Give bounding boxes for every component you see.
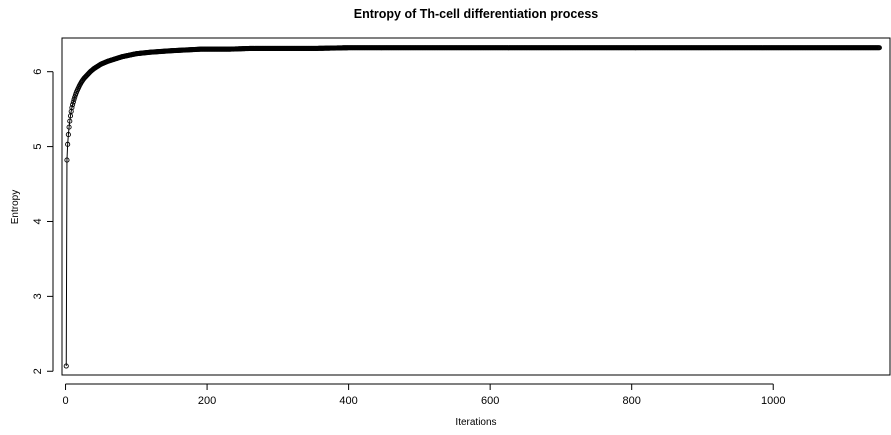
data-point [71, 96, 77, 102]
y-tick-label: 3 [32, 293, 44, 299]
x-tick-label: 1000 [761, 395, 785, 407]
plot-area-frame [61, 37, 891, 376]
data-point [69, 105, 75, 111]
x-axis-title: Iterations [455, 417, 496, 428]
data-point [66, 124, 72, 130]
y-tick-label: 6 [32, 69, 44, 75]
data-point [65, 132, 71, 138]
x-tick-label: 800 [623, 395, 641, 407]
data-point [64, 157, 70, 163]
data-point [70, 99, 76, 105]
y-tick-label: 4 [32, 218, 44, 224]
x-tick-label: 0 [62, 395, 68, 407]
x-tick-label: 400 [339, 395, 357, 407]
x-tick-label: 200 [198, 395, 216, 407]
chart-title: Entropy of Th-cell differentiation proce… [354, 7, 599, 21]
y-axis: 2 3 4 5 6 [32, 69, 54, 374]
data-point [876, 45, 882, 51]
y-tick-label: 2 [32, 368, 44, 374]
data-point [63, 363, 69, 369]
y-tick-label: 5 [32, 144, 44, 150]
series-line [65, 47, 880, 367]
x-axis: 0 200 400 600 800 1000 [62, 383, 785, 407]
data-point [65, 141, 71, 147]
data-point [67, 118, 73, 124]
x-tick-label: 600 [481, 395, 499, 407]
data-point [70, 102, 76, 108]
y-axis-title: Entropy [10, 190, 21, 224]
entropy-series [63, 45, 882, 369]
